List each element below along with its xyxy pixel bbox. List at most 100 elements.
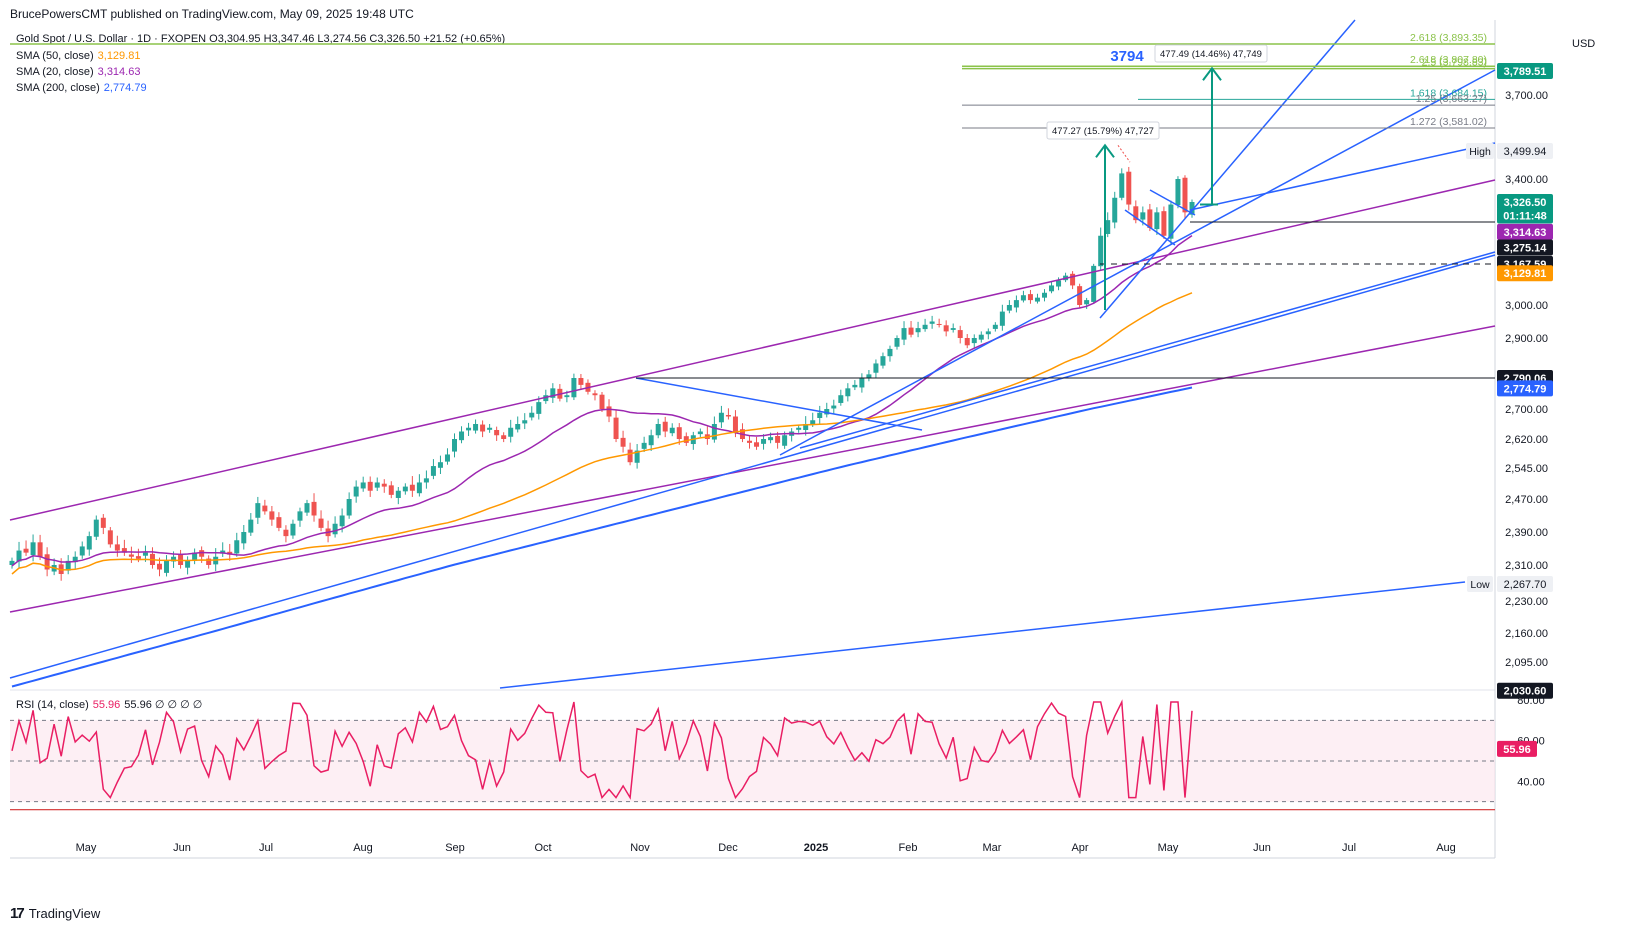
candle <box>234 540 240 554</box>
falling-trendline <box>635 377 923 431</box>
fib-label: 2.618 (3,807.80) <box>1410 54 1487 66</box>
channel-lower-line <box>9 325 1496 613</box>
candle <box>943 325 949 332</box>
rsi-y-tick: 40.00 <box>1517 776 1545 788</box>
candle <box>409 484 415 491</box>
candle <box>248 519 254 533</box>
candle <box>494 430 500 436</box>
candle <box>922 324 928 330</box>
candle <box>1056 280 1062 287</box>
candle <box>676 427 682 439</box>
candle <box>613 417 619 439</box>
x-tick-label: Aug <box>353 842 373 854</box>
price-tag-label: 3,129.81 <box>1504 268 1547 280</box>
sma50-legend[interactable]: SMA (50, close) 3,129.81 <box>16 50 140 62</box>
candle <box>16 550 22 562</box>
price-tag-box <box>1497 223 1553 240</box>
measure-arrow-1-head <box>1095 143 1115 158</box>
candle <box>936 323 942 325</box>
candle <box>171 556 177 562</box>
candle <box>971 338 977 344</box>
candle <box>1077 286 1083 305</box>
candle <box>346 499 352 516</box>
trend-line-base <box>499 581 1466 689</box>
trend-line-wedge <box>1189 142 1496 211</box>
candle <box>992 324 998 329</box>
candle <box>128 554 134 557</box>
price-tag-label: 01:11:48 <box>1503 210 1546 222</box>
price-tag-box <box>1497 207 1553 224</box>
candle <box>810 420 816 424</box>
candle <box>332 523 338 535</box>
x-tick-label: Aug <box>1436 842 1456 854</box>
candle <box>529 412 535 418</box>
sma200-line <box>11 386 1193 688</box>
price-tag-box <box>1497 380 1553 397</box>
candle <box>915 328 921 333</box>
measure-box-mid <box>1046 121 1160 140</box>
candle <box>999 311 1005 326</box>
sma200-legend[interactable]: SMA (200, close) 2,774.79 <box>16 82 147 94</box>
candle <box>634 450 640 463</box>
candle <box>30 542 36 556</box>
candle <box>775 436 781 443</box>
candle <box>164 560 170 573</box>
candle <box>803 424 809 430</box>
sma50-value: 3,129.81 <box>97 50 141 62</box>
trend-line-lower <box>9 254 1496 679</box>
high-tag-box <box>1466 143 1494 159</box>
candle <box>620 437 626 447</box>
low-tag: Low <box>1470 579 1490 591</box>
candle <box>964 338 970 346</box>
currency-label[interactable]: USD <box>1572 38 1596 50</box>
candle <box>501 435 507 439</box>
candle <box>241 532 247 544</box>
price-tag-label: 3,326.50 <box>1504 197 1547 209</box>
candle <box>669 427 675 434</box>
x-tick-label: Feb <box>899 842 918 854</box>
sma200-label: SMA (200, close) <box>16 82 100 94</box>
price-tag-label: 3,314.63 <box>1504 227 1547 239</box>
candle <box>374 482 380 488</box>
dotted-leader <box>1117 145 1131 163</box>
fib-label: 1.618 (3,684.15) <box>1410 87 1487 99</box>
candle <box>747 440 752 443</box>
candle <box>782 435 788 446</box>
candle <box>72 556 78 563</box>
x-tick-label: Apr <box>1071 842 1088 854</box>
candle <box>1034 297 1040 302</box>
candle <box>711 424 717 440</box>
price-tag-box <box>1497 265 1553 282</box>
candle <box>768 437 774 441</box>
candle <box>761 439 767 444</box>
candle <box>1105 220 1111 234</box>
measure-box-top <box>1154 44 1268 63</box>
candle <box>44 554 50 570</box>
y-tick-label: 2,620.00 <box>1505 434 1548 446</box>
symbol-legend[interactable]: Gold Spot / U.S. Dollar · 1D · FXOPEN O3… <box>16 33 505 45</box>
candle <box>1147 209 1153 228</box>
rsi-legend[interactable]: RSI (14, close) 55.96 55.96 ∅ ∅ ∅ ∅ <box>16 698 202 711</box>
y-tick-label: 2,390.00 <box>1505 527 1548 539</box>
candle <box>283 529 289 537</box>
candle <box>957 330 963 338</box>
channel-upper-line <box>9 179 1496 521</box>
y-tick-label: 2,900.00 <box>1505 333 1548 345</box>
candle <box>859 378 865 388</box>
candle <box>1168 204 1174 239</box>
rsi-extra-values: 55.96 ∅ ∅ ∅ ∅ <box>124 699 203 711</box>
price-tag-box <box>1497 63 1553 79</box>
candle <box>754 442 760 447</box>
high-tag: High <box>1469 146 1491 158</box>
sma50-line <box>11 292 1193 575</box>
x-tick-label: Mar <box>983 842 1002 854</box>
tradingview-logo[interactable]: 17 TradingView <box>10 905 100 922</box>
candle <box>353 486 359 497</box>
candle <box>592 393 598 396</box>
candle <box>880 356 886 366</box>
sma20-legend[interactable]: SMA (20, close) 3,314.63 <box>16 66 140 78</box>
trend-line-rising <box>799 251 1496 449</box>
candle <box>416 482 422 494</box>
candle <box>648 435 654 446</box>
